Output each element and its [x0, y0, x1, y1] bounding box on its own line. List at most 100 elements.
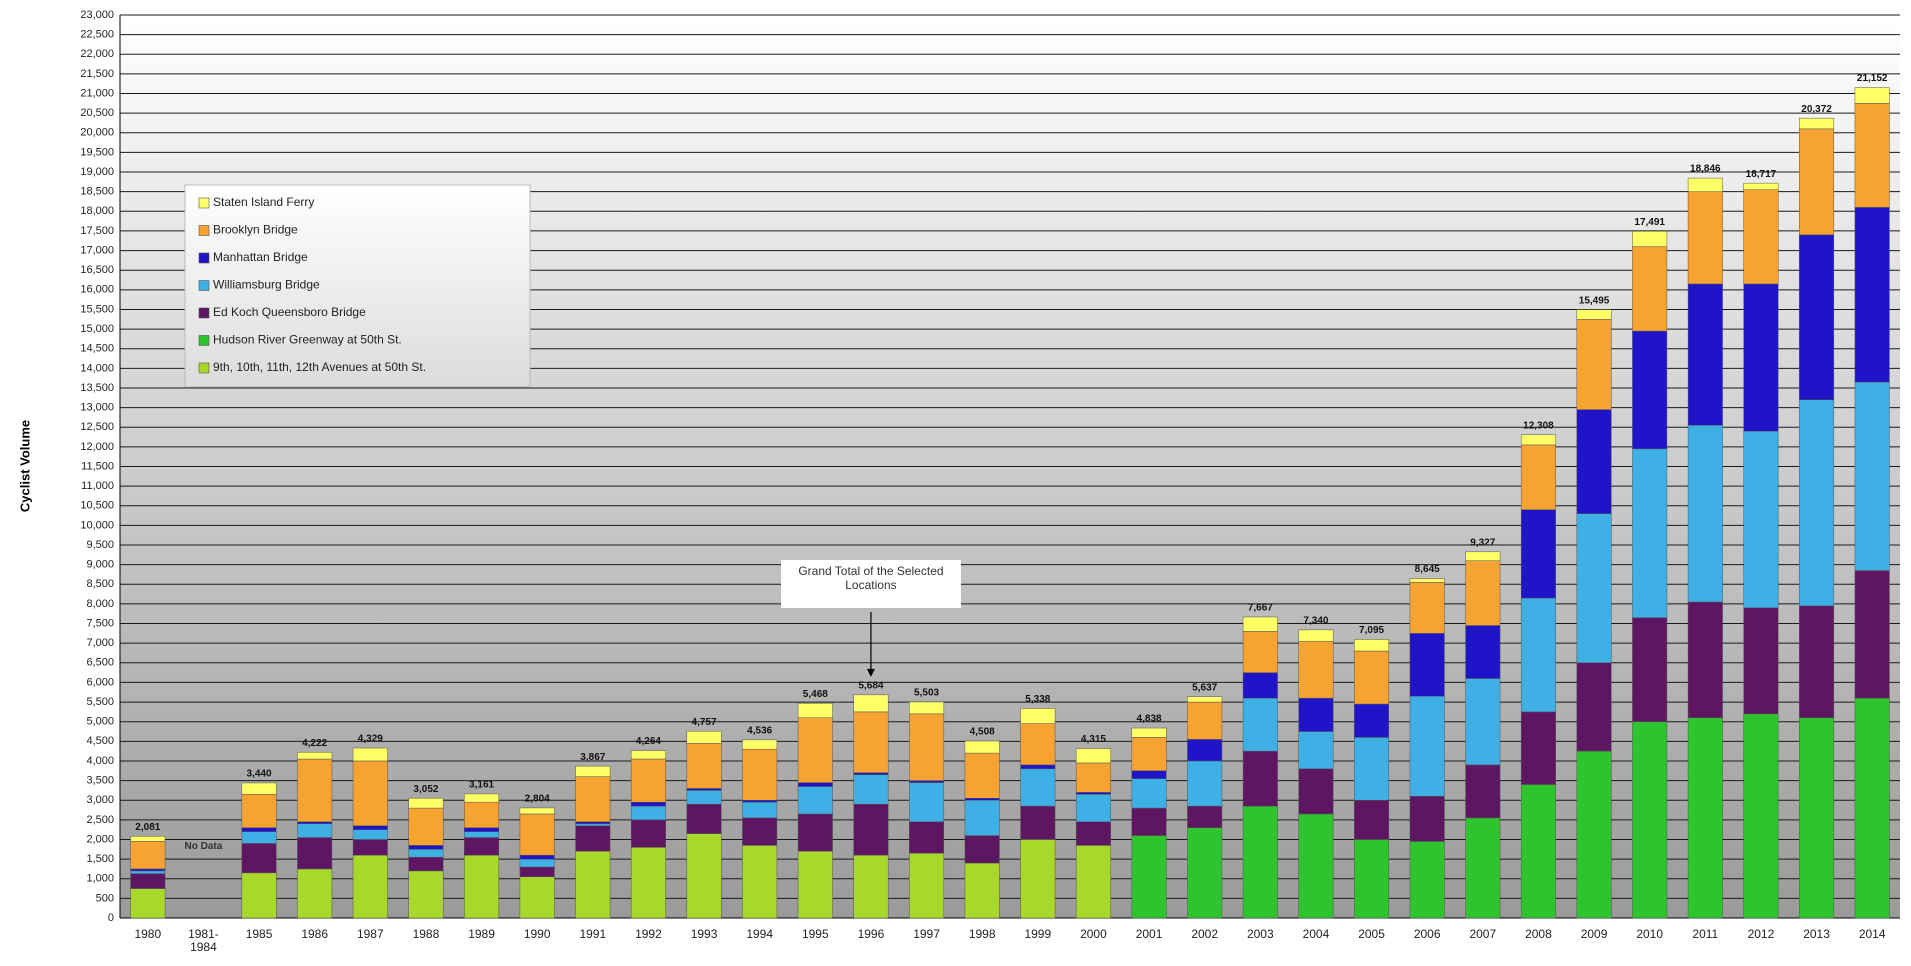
total-label: 5,684 — [858, 680, 883, 691]
legend-swatch — [198, 225, 210, 236]
x-tick-label: 2006 — [1413, 927, 1441, 941]
y-tick-label: 11,000 — [81, 480, 114, 492]
x-tick-label: 1986 — [301, 927, 329, 941]
total-label: 4,264 — [636, 736, 661, 747]
bar-segment — [1020, 708, 1056, 724]
total-label: 4,536 — [747, 726, 772, 737]
y-tick-label: 5,000 — [86, 716, 114, 728]
bar-segment — [909, 821, 945, 854]
bar-segment — [1020, 805, 1056, 840]
total-label: 18,717 — [1746, 169, 1777, 180]
bar-segment — [297, 821, 333, 825]
y-tick-label: 8,000 — [86, 598, 114, 610]
x-tick-label: 2000 — [1080, 927, 1107, 941]
total-label: 7,095 — [1359, 625, 1384, 636]
bar-segment — [1131, 727, 1167, 738]
bar-segment — [130, 873, 166, 889]
y-tick-label: 4,000 — [86, 755, 114, 767]
y-tick-label: 4,500 — [86, 735, 114, 747]
bar-segment — [1354, 737, 1390, 801]
bar-segment — [1520, 509, 1556, 599]
bar-segment — [241, 843, 277, 874]
y-tick-label: 9,000 — [86, 559, 114, 571]
bar-segment — [1799, 399, 1835, 607]
bar-segment — [1298, 697, 1334, 732]
bar-segment — [797, 703, 833, 719]
bar-segment — [1854, 697, 1890, 919]
bar-segment — [241, 872, 277, 919]
bar-segment — [1242, 616, 1278, 632]
total-label: 4,838 — [1137, 714, 1162, 725]
y-tick-label: 20,500 — [80, 107, 114, 119]
total-label: 5,503 — [914, 688, 939, 699]
bar-segment — [1743, 189, 1779, 285]
total-label: 4,222 — [302, 738, 327, 749]
bar-segment — [1743, 283, 1779, 432]
y-tick-label: 17,500 — [80, 225, 114, 237]
bar-segment — [1409, 582, 1445, 634]
bar-segment — [1354, 799, 1390, 840]
y-tick-label: 1,500 — [86, 853, 114, 865]
bar-segment — [130, 836, 166, 842]
bar-segment — [1687, 425, 1723, 603]
y-tick-label: 3,000 — [86, 794, 114, 806]
x-tick-label: 1992 — [635, 927, 662, 941]
bar-segment — [519, 866, 555, 878]
bar-segment — [1020, 764, 1056, 770]
y-tick-label: 7,500 — [86, 617, 114, 629]
x-tick-label: 2004 — [1302, 927, 1330, 941]
x-tick-label: 1995 — [801, 927, 829, 941]
bar-segment — [853, 774, 889, 805]
bar-segment — [1131, 778, 1167, 809]
total-label: 18,846 — [1690, 164, 1721, 175]
x-tick-label: 2011 — [1692, 927, 1719, 941]
legend-label: 9th, 10th, 11th, 12th Avenues at 50th St… — [213, 360, 426, 374]
bar-segment — [1075, 748, 1111, 764]
bar-segment — [1242, 631, 1278, 673]
bar-segment — [964, 835, 1000, 864]
bar-segment — [686, 730, 722, 744]
bar-segment — [1020, 839, 1056, 919]
total-label: 3,161 — [469, 780, 494, 791]
y-tick-label: 18,500 — [80, 186, 114, 198]
total-label: 15,495 — [1579, 295, 1610, 306]
bar-segment — [297, 868, 333, 919]
bar-segment — [297, 823, 333, 838]
bar-segment — [1409, 633, 1445, 697]
bar-segment — [964, 752, 1000, 799]
y-tick-label: 5,500 — [86, 696, 114, 708]
bar-segment — [1298, 768, 1334, 815]
bar-segment — [575, 823, 611, 826]
y-tick-label: 23,000 — [80, 9, 114, 21]
x-tick-label: 2005 — [1358, 927, 1385, 941]
bar-segment — [297, 751, 333, 760]
bar-segment — [797, 782, 833, 787]
y-tick-label: 1,000 — [86, 873, 114, 885]
bar-segment — [964, 740, 1000, 754]
x-tick-label: 2007 — [1469, 927, 1497, 941]
bar-segment — [797, 786, 833, 815]
total-label: 2,081 — [135, 822, 160, 833]
y-tick-label: 18,000 — [80, 205, 114, 217]
bar-segment — [1854, 103, 1890, 208]
bar-segment — [797, 813, 833, 852]
bar-segment — [241, 782, 277, 795]
bar-segment — [241, 794, 277, 828]
bar-segment — [519, 876, 555, 919]
bar-segment — [352, 854, 388, 919]
bar-segment — [241, 827, 277, 832]
bar-segment — [964, 799, 1000, 836]
bar-segment — [1131, 737, 1167, 772]
bar-segment — [1687, 283, 1723, 426]
bar-segment — [853, 803, 889, 856]
bar-segment — [1187, 701, 1223, 740]
bar-segment — [1854, 87, 1890, 104]
bar-segment — [408, 845, 444, 850]
bar-segment — [1520, 597, 1556, 713]
bar-segment — [519, 854, 555, 860]
x-tick-label: 2014 — [1858, 927, 1886, 941]
bar-segment — [909, 782, 945, 823]
legend-label: Hudson River Greenway at 50th St. — [213, 333, 402, 347]
y-tick-label: 14,500 — [80, 343, 114, 355]
bar-segment — [1799, 717, 1835, 919]
